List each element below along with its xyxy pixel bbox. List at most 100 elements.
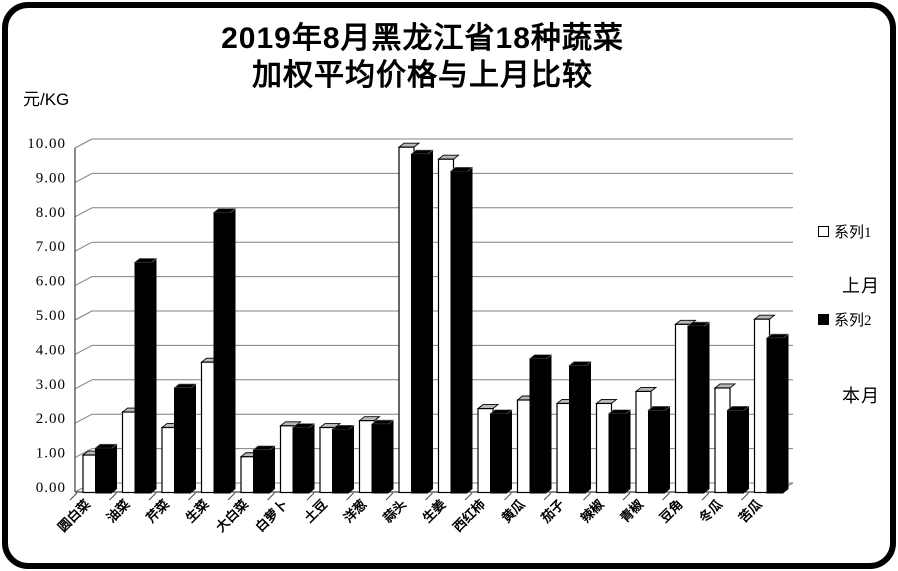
bar-group-蒜头 [397,142,434,494]
bar-group-土豆 [318,423,355,494]
legend-item-series1: 系列1 [818,221,872,242]
category-label-生菜: 生菜 [183,497,212,526]
category-tick-11 [504,492,512,501]
y-tick-label-6: 6.00 [36,274,66,290]
bar-series2-17 [766,338,784,494]
bar-series2-side-0 [112,444,117,493]
category-tick-16 [701,492,710,501]
bar-group-豆角 [674,319,711,494]
bar-series2-1 [134,262,152,494]
y-tick-label-4: 4.00 [36,342,66,358]
bar-series2-7 [371,424,389,494]
category-label-大白菜: 大白菜 [213,497,251,535]
y-axis-unit-label: 元/KG [23,90,70,109]
category-label-茄子: 茄子 [537,497,567,527]
y-tick-label-3: 3.00 [36,377,66,393]
bar-series2-3 [213,212,231,494]
legend-item-series2: 系列2 [818,309,872,330]
bar-series2-side-13 [625,409,631,493]
category-label-土豆: 土豆 [301,497,330,526]
bar-series2-side-17 [783,334,789,493]
bar-series2-side-6 [349,425,354,493]
category-tick-15 [662,492,670,501]
bar-series2-13 [608,413,626,494]
bar-series1-top-13 [595,398,618,404]
bar-series2-side-3 [230,208,236,493]
bar-series1-top-8 [397,142,421,148]
bar-series2-11 [529,358,547,494]
category-label-青椒: 青椒 [617,497,646,526]
bar-series2-2 [174,387,191,494]
y-tick-label-10: 10.00 [27,136,66,152]
category-tick-4 [227,492,236,501]
category-label-蒜头: 蒜头 [380,497,409,526]
bar-group-青椒 [634,386,671,494]
y-tick-label-5: 5.00 [36,308,66,324]
bar-series2-side-11 [546,354,552,493]
chart-title: 2019年8月黑龙江省18种蔬菜 加权平均价格与上月比较 [0,20,845,94]
y-tick-label-7: 7.00 [36,239,66,255]
legend-series1-label: 系列1 [834,225,872,241]
bar-series2-side-12 [586,361,591,493]
bar-series2-side-5 [309,423,315,493]
bar-series2-6 [332,429,349,494]
bar-series2-side-16 [744,406,749,493]
series1-swatch-icon [818,226,829,237]
bar-series2-side-15 [704,322,710,493]
bar-group-西红柿 [476,404,513,494]
category-tick-7 [346,492,354,501]
bar-group-生菜 [200,208,237,494]
bar-series2-side-2 [191,383,196,493]
bar-series2-10 [490,413,507,494]
category-tick-17 [741,492,749,501]
bar-group-大白菜 [239,445,276,494]
bar-series2-0 [95,448,112,494]
category-tick-10 [464,492,473,501]
category-tick-9 [425,492,433,501]
category-label-芹菜: 芹菜 [143,497,172,526]
category-label-辣椒: 辣椒 [578,497,607,526]
bar-group-茄子 [555,361,592,494]
category-tick-13 [583,492,591,501]
bar-series2-16 [727,410,744,494]
bar-series1-top-17 [753,314,776,320]
bars [81,142,790,494]
y-tick-label-9: 9.00 [36,170,66,186]
bar-group-圆白菜 [81,443,118,494]
legend-series2-label: 系列2 [834,313,872,329]
legend-series1-note: 上月 [842,276,880,296]
y-tick-label-2: 2.00 [36,411,66,427]
bar-series2-side-7 [388,420,394,493]
bar-group-油菜 [121,258,158,494]
bar-group-苦瓜 [753,314,790,494]
legend-series2-note: 本月 [842,386,880,406]
category-tick-1 [109,492,117,501]
gridline-nub-1 [74,448,93,459]
category-label-洋葱: 洋葱 [341,497,370,526]
gridline-nub-7 [74,241,93,252]
category-label-豆角: 豆角 [657,497,686,526]
bar-series2-9 [450,171,468,494]
category-label-油菜: 油菜 [104,497,133,526]
bar-series2-side-10 [507,409,512,493]
category-label-生姜: 生姜 [420,497,449,526]
series2-swatch-icon [818,314,829,325]
chart-title-line1: 2019年8月黑龙江省18种蔬菜 [221,22,624,55]
bar-series2-side-9 [467,167,473,494]
bar-group-白萝卜 [279,421,316,494]
gridline-nub-10 [74,138,93,149]
bar-group-芹菜 [160,383,197,494]
category-label-西红柿: 西红柿 [450,497,488,535]
category-tick-12 [543,492,552,501]
category-label-苦瓜: 苦瓜 [736,497,765,526]
bar-group-辣椒 [595,398,632,494]
chart-title-line2: 加权平均价格与上月比较 [252,59,593,92]
bar-series2-12 [569,365,586,494]
category-label-圆白菜: 圆白菜 [55,497,93,535]
y-tick-label-0: 0.00 [36,480,66,496]
gridline-nub-3 [74,379,93,390]
category-label-冬瓜: 冬瓜 [696,497,725,526]
gridline-nub-4 [74,344,93,355]
bar-group-生姜 [437,154,474,494]
